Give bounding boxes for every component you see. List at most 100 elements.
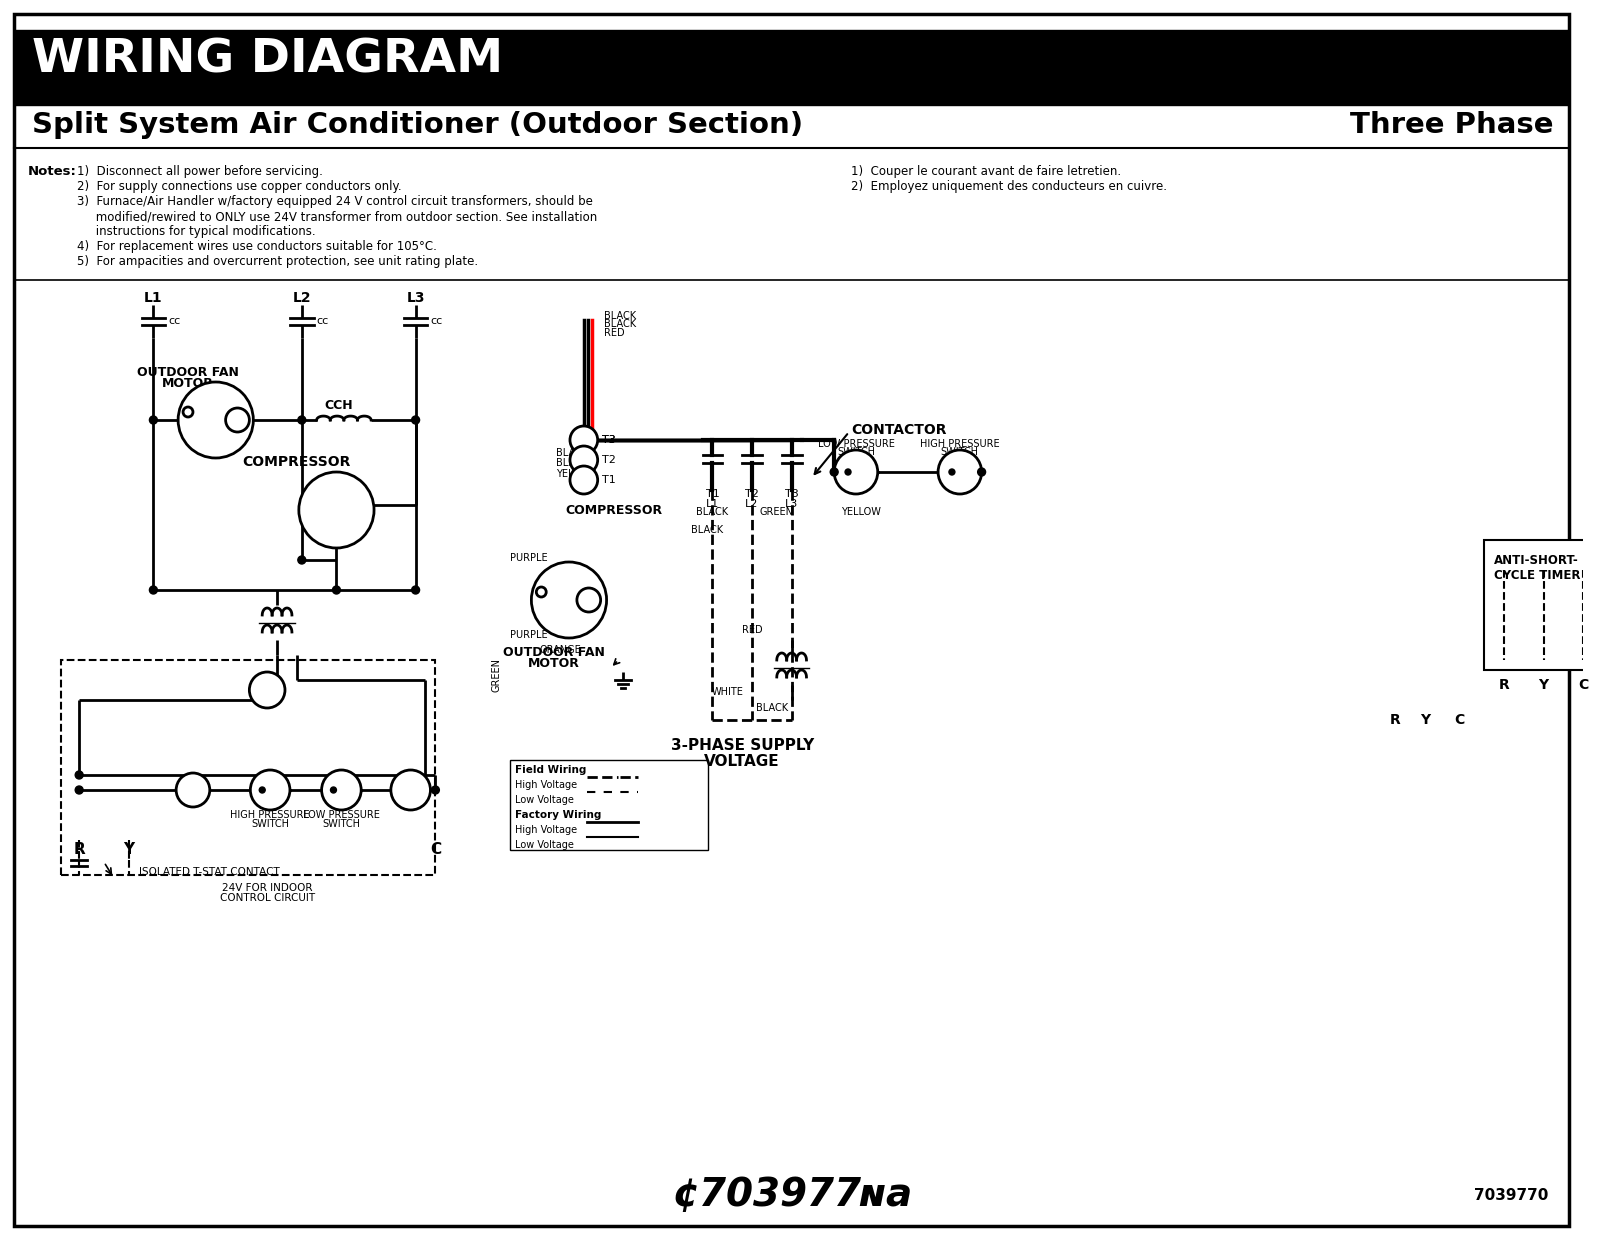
Text: L3: L3	[406, 290, 426, 305]
Text: LOW PRESSURE: LOW PRESSURE	[302, 810, 379, 819]
Text: S: S	[554, 603, 562, 613]
Text: cc: cc	[430, 316, 443, 326]
Text: T1: T1	[706, 489, 720, 499]
Circle shape	[298, 556, 306, 564]
Circle shape	[75, 771, 83, 779]
Text: Notes:: Notes:	[27, 164, 77, 178]
Text: T3◦: T3◦	[346, 493, 366, 503]
Circle shape	[578, 588, 600, 612]
Text: C: C	[1454, 713, 1464, 727]
Text: Three Phase: Three Phase	[1350, 111, 1554, 138]
Text: ORANGE: ORANGE	[539, 645, 581, 655]
Text: T3: T3	[602, 435, 616, 445]
Text: Factory Wiring: Factory Wiring	[515, 810, 602, 819]
Circle shape	[149, 417, 157, 424]
Text: 1)  Disconnect all power before servicing.: 1) Disconnect all power before servicing…	[77, 164, 323, 178]
Text: ASCT: ASCT	[254, 685, 280, 695]
Text: MOTOR: MOTOR	[162, 377, 214, 389]
Text: Field Wiring: Field Wiring	[515, 765, 586, 775]
Text: T2: T2	[318, 485, 331, 494]
Circle shape	[333, 586, 341, 595]
Text: L2: L2	[293, 290, 310, 305]
Circle shape	[322, 770, 362, 810]
Bar	[510, 760, 707, 850]
Bar	[61, 660, 435, 875]
Text: GREEN: GREEN	[760, 507, 794, 517]
Text: cc: cc	[317, 316, 330, 326]
Text: instructions for typical modifications.: instructions for typical modifications.	[77, 225, 315, 239]
Circle shape	[182, 407, 194, 417]
Text: T1: T1	[315, 510, 330, 520]
Text: RED: RED	[742, 625, 762, 635]
Text: BLACK: BLACK	[691, 525, 723, 535]
Circle shape	[178, 382, 253, 459]
Circle shape	[570, 446, 598, 473]
Text: S: S	[206, 420, 214, 430]
Text: CONTROL CIRCUIT: CONTROL CIRCUIT	[219, 892, 315, 904]
Text: L2: L2	[746, 499, 758, 509]
Circle shape	[75, 786, 83, 794]
Text: T3: T3	[602, 435, 616, 445]
Text: T2: T2	[602, 455, 616, 465]
Text: C: C	[1578, 679, 1589, 692]
Circle shape	[938, 450, 982, 494]
Text: High Voltage: High Voltage	[515, 780, 576, 790]
Text: modified/rewired to ONLY use 24V transformer from outdoor section. See installat: modified/rewired to ONLY use 24V transfo…	[77, 210, 597, 222]
Text: YELLOW: YELLOW	[842, 507, 882, 517]
Circle shape	[411, 586, 419, 595]
Circle shape	[949, 468, 955, 475]
Text: BLACK: BLACK	[603, 319, 635, 329]
Text: R: R	[1390, 713, 1400, 727]
Text: BLACK: BLACK	[557, 459, 589, 468]
Text: WIRING DIAGRAM: WIRING DIAGRAM	[32, 37, 502, 83]
Text: 3)  Furnace/Air Handler w/factory equipped 24 V control circuit transformers, sh: 3) Furnace/Air Handler w/factory equippe…	[77, 195, 594, 208]
Circle shape	[226, 408, 250, 433]
Text: Split System Air Conditioner (Outdoor Section): Split System Air Conditioner (Outdoor Se…	[32, 111, 803, 138]
Text: ISOLATED T-STAT CONTACT: ISOLATED T-STAT CONTACT	[139, 866, 280, 878]
Text: BLACK: BLACK	[557, 447, 589, 459]
Text: Y: Y	[123, 843, 134, 858]
Text: R: R	[560, 613, 568, 623]
Circle shape	[176, 772, 210, 807]
Text: High Voltage: High Voltage	[515, 824, 576, 836]
Text: Y: Y	[1419, 713, 1430, 727]
Text: C: C	[565, 590, 573, 599]
Text: ASCT: ASCT	[181, 795, 206, 805]
Circle shape	[978, 468, 986, 476]
Text: 1)  Couper le courant avant de faire letretien.: 1) Couper le courant avant de faire letr…	[851, 164, 1122, 178]
Circle shape	[432, 786, 440, 794]
Text: OUTDOOR FAN: OUTDOOR FAN	[502, 645, 605, 659]
Text: C: C	[430, 843, 442, 858]
Text: PURPLE: PURPLE	[510, 630, 547, 640]
Text: SWITCH: SWITCH	[837, 447, 875, 457]
Text: RED: RED	[603, 328, 624, 337]
Text: VOLTAGE: VOLTAGE	[704, 754, 779, 770]
Text: SWITCH: SWITCH	[322, 819, 360, 829]
Circle shape	[834, 450, 878, 494]
Text: LOW PRESSURE: LOW PRESSURE	[818, 439, 894, 449]
Bar	[14, 30, 1570, 105]
Text: WHITE: WHITE	[712, 687, 744, 697]
Text: 2)  Employez uniquement des conducteurs en cuivre.: 2) Employez uniquement des conducteurs e…	[851, 180, 1166, 193]
Text: ANTI-SHORT-: ANTI-SHORT-	[1494, 554, 1579, 566]
Text: ¢703977ɴa: ¢703977ɴa	[674, 1175, 914, 1214]
Text: COMPRESSOR: COMPRESSOR	[243, 455, 350, 468]
Text: COMPRESSOR: COMPRESSOR	[565, 503, 662, 517]
Text: R: R	[1499, 679, 1509, 692]
Text: HIGH PRESSURE: HIGH PRESSURE	[230, 810, 310, 819]
Text: CYCLE TIMER: CYCLE TIMER	[1494, 569, 1581, 581]
Text: Y: Y	[1539, 679, 1549, 692]
Circle shape	[845, 468, 851, 475]
Bar	[1485, 540, 1600, 670]
Text: L1: L1	[706, 499, 718, 509]
Text: cc: cc	[168, 316, 181, 326]
Circle shape	[570, 466, 598, 494]
Text: R: R	[221, 430, 227, 440]
Text: YELLOW: YELLOW	[557, 468, 595, 480]
Circle shape	[830, 468, 838, 476]
Circle shape	[149, 586, 157, 595]
Text: 4)  For replacement wires use conductors suitable for 105°C.: 4) For replacement wires use conductors …	[77, 240, 437, 253]
Circle shape	[250, 672, 285, 708]
Text: SWITCH: SWITCH	[941, 447, 979, 457]
Text: CC: CC	[403, 785, 419, 795]
